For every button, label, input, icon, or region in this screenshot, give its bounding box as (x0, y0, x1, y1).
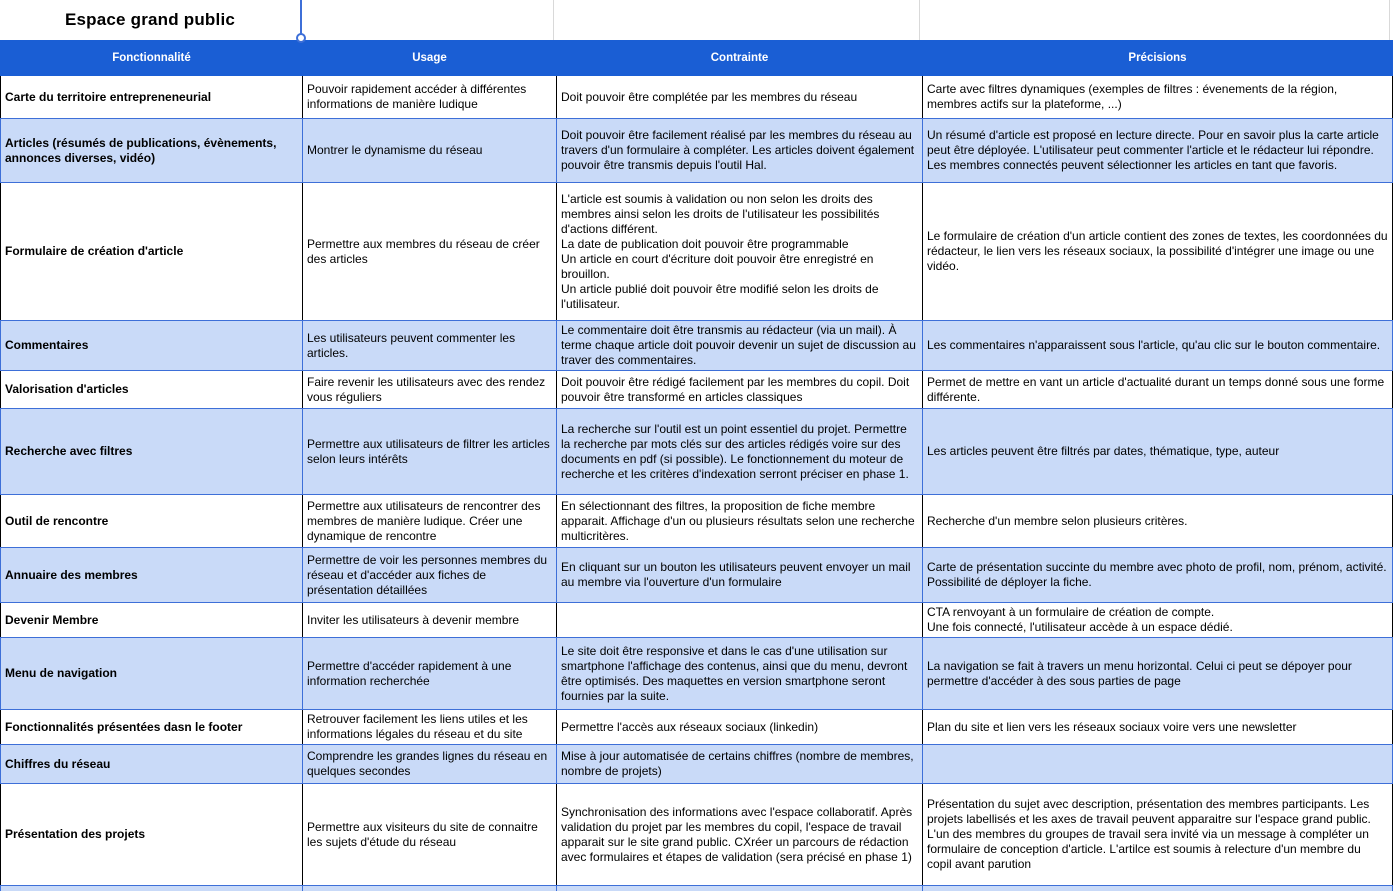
cell-fonctionnalite[interactable] (0, 885, 303, 891)
table-row: Valorisation d'articles Faire revenir le… (0, 370, 1393, 409)
cell-usage[interactable]: Permettre d'accéder rapidement à une inf… (302, 637, 557, 710)
table-row: Formulaire de création d'article Permett… (0, 182, 1393, 321)
cell-fonctionnalite[interactable]: Valorisation d'articles (0, 370, 303, 409)
cell-contrainte[interactable]: Doit pouvoir être facilement réalisé par… (556, 118, 923, 183)
column-resize-handle[interactable] (296, 33, 306, 43)
cell-contrainte[interactable] (556, 885, 923, 891)
title-strip-cell[interactable] (920, 0, 1390, 40)
cell-contrainte[interactable]: En sélectionnant des filtres, la proposi… (556, 494, 923, 548)
title-strip-cell[interactable] (554, 0, 920, 40)
cell-fonctionnalite[interactable]: Fonctionnalités présentées dasn le foote… (0, 709, 303, 745)
cell-precisions[interactable]: Carte de présentation succinte du membre… (922, 547, 1393, 603)
cell-usage[interactable]: Permettre aux utilisateurs de filtrer le… (302, 408, 557, 495)
cell-precisions[interactable]: Le formulaire de création d'un article c… (922, 182, 1393, 321)
table-row: Menu de navigation Permettre d'accéder r… (0, 637, 1393, 710)
cell-fonctionnalite[interactable]: Recherche avec filtres (0, 408, 303, 495)
cell-precisions[interactable]: Permet de mettre en vant un article d'ac… (922, 370, 1393, 409)
cell-usage[interactable]: Permettre aux membres du réseau de créer… (302, 182, 557, 321)
cell-fonctionnalite[interactable]: Menu de navigation (0, 637, 303, 710)
title-strip-cell[interactable] (302, 0, 554, 40)
cell-usage[interactable]: Pouvoir rapidement accéder à différentes… (302, 75, 557, 119)
page-title: Espace grand public (64, 10, 236, 29)
cell-fonctionnalite[interactable]: Présentation des projets (0, 783, 303, 886)
cell-contrainte[interactable]: Synchronisation des informations avec l'… (556, 783, 923, 886)
cell-precisions[interactable]: CTA renvoyant à un formulaire de créatio… (922, 602, 1393, 638)
cell-precisions[interactable]: La navigation se fait à travers un menu … (922, 637, 1393, 710)
cell-precisions[interactable] (922, 885, 1393, 891)
table-row: Présentation des projets Permettre aux v… (0, 783, 1393, 886)
cell-usage[interactable]: Faire revenir les utilisateurs avec des … (302, 370, 557, 409)
cell-fonctionnalite[interactable]: Chiffres du réseau (0, 744, 303, 784)
cell-contrainte[interactable]: Doit pouvoir être complétée par les memb… (556, 75, 923, 119)
cell-fonctionnalite[interactable]: Formulaire de création d'article (0, 182, 303, 321)
table-row: Commentaires Les utilisateurs peuvent co… (0, 320, 1393, 371)
cell-fonctionnalite[interactable]: Carte du territoire entrepreneneurial (0, 75, 303, 119)
table-row: Recherche avec filtres Permettre aux uti… (0, 408, 1393, 495)
cell-precisions[interactable]: Carte avec filtres dynamiques (exemples … (922, 75, 1393, 119)
cell-precisions[interactable]: Plan du site et lien vers les réseaux so… (922, 709, 1393, 745)
cell-usage[interactable]: Permettre de voir les personnes membres … (302, 547, 557, 603)
cell-fonctionnalite[interactable]: Commentaires (0, 320, 303, 371)
table-row: Devenir Membre Inviter les utilisateurs … (0, 602, 1393, 638)
cell-precisions[interactable]: Présentation du sujet avec description, … (922, 783, 1393, 886)
cell-precisions[interactable] (922, 744, 1393, 784)
cell-usage[interactable]: Permettre aux visiteurs du site de conna… (302, 783, 557, 886)
cell-contrainte[interactable]: Doit pouvoir être rédigé facilement par … (556, 370, 923, 409)
cell-precisions[interactable]: Recherche d'un membre selon plusieurs cr… (922, 494, 1393, 548)
cell-contrainte[interactable] (556, 602, 923, 638)
cell-contrainte[interactable]: En cliquant sur un bouton les utilisateu… (556, 547, 923, 603)
cell-fonctionnalite[interactable]: Devenir Membre (0, 602, 303, 638)
cell-precisions[interactable]: Les articles peuvent être filtrés par da… (922, 408, 1393, 495)
table-row (0, 885, 1393, 891)
cell-contrainte[interactable]: L'article est soumis à validation ou non… (556, 182, 923, 321)
table-row: Outil de rencontre Permettre aux utilisa… (0, 494, 1393, 548)
cell-fonctionnalite[interactable]: Articles (résumés de publications, évène… (0, 118, 303, 183)
table-row: Carte du territoire entrepreneneurial Po… (0, 75, 1393, 119)
cell-fonctionnalite[interactable]: Annuaire des membres (0, 547, 303, 603)
cell-usage[interactable]: Les utilisateurs peuvent commenter les a… (302, 320, 557, 371)
column-header-contrainte[interactable]: Contrainte (556, 40, 923, 76)
cell-usage[interactable] (302, 885, 557, 891)
cell-contrainte[interactable]: La recherche sur l'outil est un point es… (556, 408, 923, 495)
cell-contrainte[interactable]: Mise à jour automatisée de certains chif… (556, 744, 923, 784)
cell-usage[interactable]: Inviter les utilisateurs à devenir membr… (302, 602, 557, 638)
table-row: Chiffres du réseau Comprendre les grande… (0, 744, 1393, 784)
table-row: Annuaire des membres Permettre de voir l… (0, 547, 1393, 603)
cell-usage[interactable]: Montrer le dynamisme du réseau (302, 118, 557, 183)
sheet-title-cell[interactable]: Espace grand public (0, 0, 302, 40)
column-header-usage[interactable]: Usage (302, 40, 557, 76)
cell-contrainte[interactable]: Permettre l'accès aux réseaux sociaux (l… (556, 709, 923, 745)
header-row: Fonctionnalité Usage Contrainte Précisio… (0, 40, 1393, 76)
features-table: Fonctionnalité Usage Contrainte Précisio… (0, 40, 1393, 891)
title-strip: Espace grand public (0, 0, 1392, 43)
cell-fonctionnalite[interactable]: Outil de rencontre (0, 494, 303, 548)
column-header-precisions[interactable]: Précisions (922, 40, 1393, 76)
cell-usage[interactable]: Permettre aux utilisateurs de rencontrer… (302, 494, 557, 548)
table-row: Articles (résumés de publications, évène… (0, 118, 1393, 183)
table-body: Carte du territoire entrepreneneurial Po… (0, 75, 1393, 891)
cell-usage[interactable]: Retrouver facilement les liens utiles et… (302, 709, 557, 745)
cell-precisions[interactable]: Les commentaires n'apparaissent sous l'a… (922, 320, 1393, 371)
cell-precisions[interactable]: Un résumé d'article est proposé en lectu… (922, 118, 1393, 183)
cell-usage[interactable]: Comprendre les grandes lignes du réseau … (302, 744, 557, 784)
column-header-fonctionnalite[interactable]: Fonctionnalité (0, 40, 303, 76)
cell-contrainte[interactable]: Le site doit être responsive et dans le … (556, 637, 923, 710)
cell-contrainte[interactable]: Le commentaire doit être transmis au réd… (556, 320, 923, 371)
table-row: Fonctionnalités présentées dasn le foote… (0, 709, 1393, 745)
